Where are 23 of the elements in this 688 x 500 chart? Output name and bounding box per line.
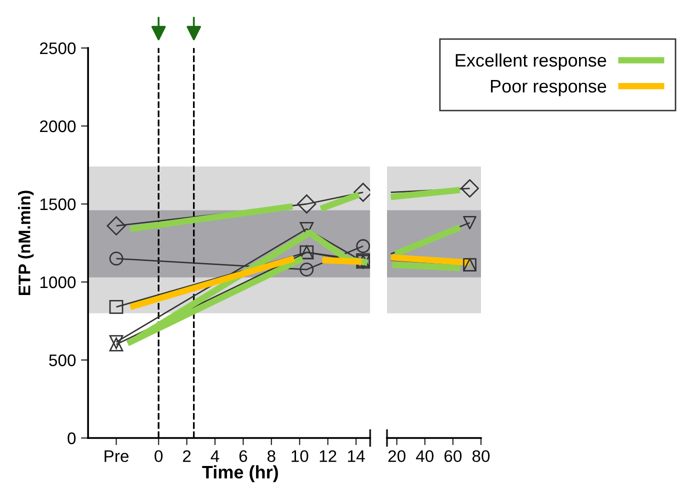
y-tick-label: 1000 <box>40 276 76 288</box>
x-tick-label: 6 <box>239 450 248 462</box>
x-tick-label: 10 <box>292 450 308 462</box>
x-tick-label: 12 <box>320 450 336 462</box>
y-axis-title: ETP (nM.min) <box>18 190 34 295</box>
y-tick-label: 0 <box>68 432 76 444</box>
y-tick-label: 500 <box>49 354 76 366</box>
x-tick-label: 2 <box>182 450 191 462</box>
x-tick-label: 14 <box>348 450 365 462</box>
legend-label: Poor response <box>490 80 606 96</box>
x-tick-label: 60 <box>444 450 462 462</box>
x-tick-label: 40 <box>416 450 434 462</box>
x-tick-label: Pre <box>104 450 128 462</box>
y-tick-label: 2000 <box>40 120 76 132</box>
x-tick-label: 20 <box>388 450 406 462</box>
x-tick-label: 8 <box>268 450 276 462</box>
y-tick-label: 2500 <box>40 42 76 54</box>
x-tick-label: 80 <box>472 450 490 462</box>
y-tick-label: 1500 <box>40 198 76 210</box>
legend-label: Excellent response <box>456 53 606 70</box>
x-tick-label: 0 <box>154 450 163 462</box>
x-axis-title: Time (hr) <box>202 465 278 482</box>
x-tick-label: 4 <box>210 450 220 462</box>
